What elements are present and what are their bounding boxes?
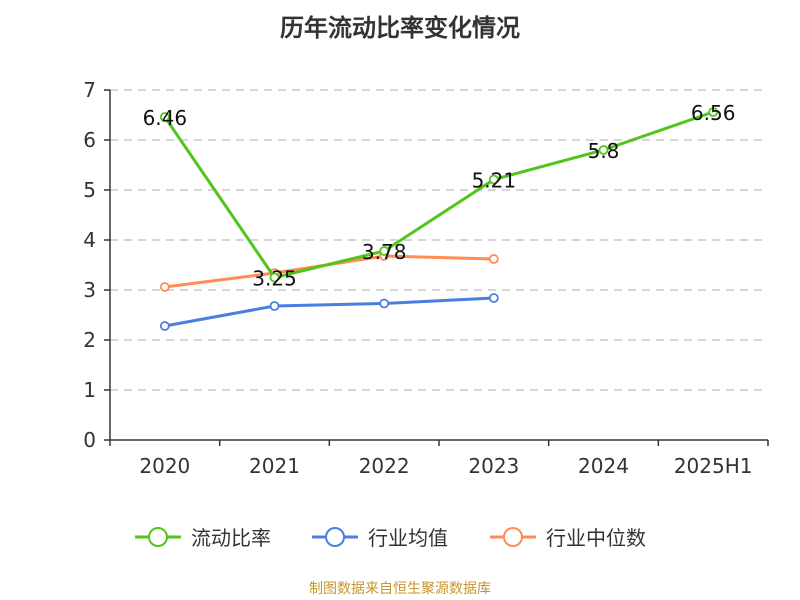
- x-tick-label: 2025H1: [674, 454, 753, 478]
- data-point: [488, 254, 499, 264]
- legend-label: 流动比率: [191, 526, 271, 550]
- legend-label: 行业中位数: [546, 526, 646, 550]
- data-label: 3.78: [362, 240, 407, 264]
- data-point: [598, 145, 609, 155]
- series-line-2: [164, 254, 494, 289]
- data-point: [379, 298, 390, 309]
- data-point: [379, 246, 390, 256]
- y-tick-label: 4: [83, 228, 96, 252]
- y-tick-label: 2: [83, 328, 96, 352]
- y-tick-label: 0: [83, 428, 96, 452]
- x-tick-label: 2024: [578, 454, 629, 478]
- data-point: [159, 321, 170, 331]
- data-label: 6.46: [143, 106, 188, 130]
- data-label: 5.8: [588, 139, 620, 163]
- data-point: [159, 282, 170, 292]
- series-line-0: [163, 110, 714, 280]
- data-point: [708, 107, 719, 117]
- y-tick-label: 5: [83, 178, 96, 202]
- data-point: [269, 272, 280, 283]
- legend-label: 行业均值: [368, 526, 448, 550]
- legend-marker: [503, 527, 523, 547]
- data-point: [269, 301, 280, 311]
- x-tick-label: 2020: [139, 454, 190, 478]
- data-point: [488, 174, 499, 185]
- series-line-1: [164, 296, 494, 328]
- legend-marker: [325, 527, 345, 547]
- y-tick-label: 7: [83, 78, 96, 102]
- x-tick-label: 2021: [249, 454, 300, 478]
- y-tick-label: 6: [83, 128, 96, 152]
- source-note: 制图数据来自恒生聚源数据库: [309, 581, 491, 597]
- y-tick-label: 3: [83, 278, 96, 302]
- chart-title: 历年流动比率变化情况: [280, 14, 520, 42]
- data-point: [159, 112, 170, 122]
- legend-marker: [148, 527, 168, 547]
- x-tick-label: 2023: [468, 454, 519, 478]
- x-tick-label: 2022: [359, 454, 410, 478]
- data-point: [488, 293, 499, 303]
- data-label: 3.25: [252, 267, 297, 291]
- y-tick-label: 1: [83, 378, 96, 402]
- data-label: 5.21: [472, 169, 517, 193]
- data-label: 6.56: [691, 101, 736, 125]
